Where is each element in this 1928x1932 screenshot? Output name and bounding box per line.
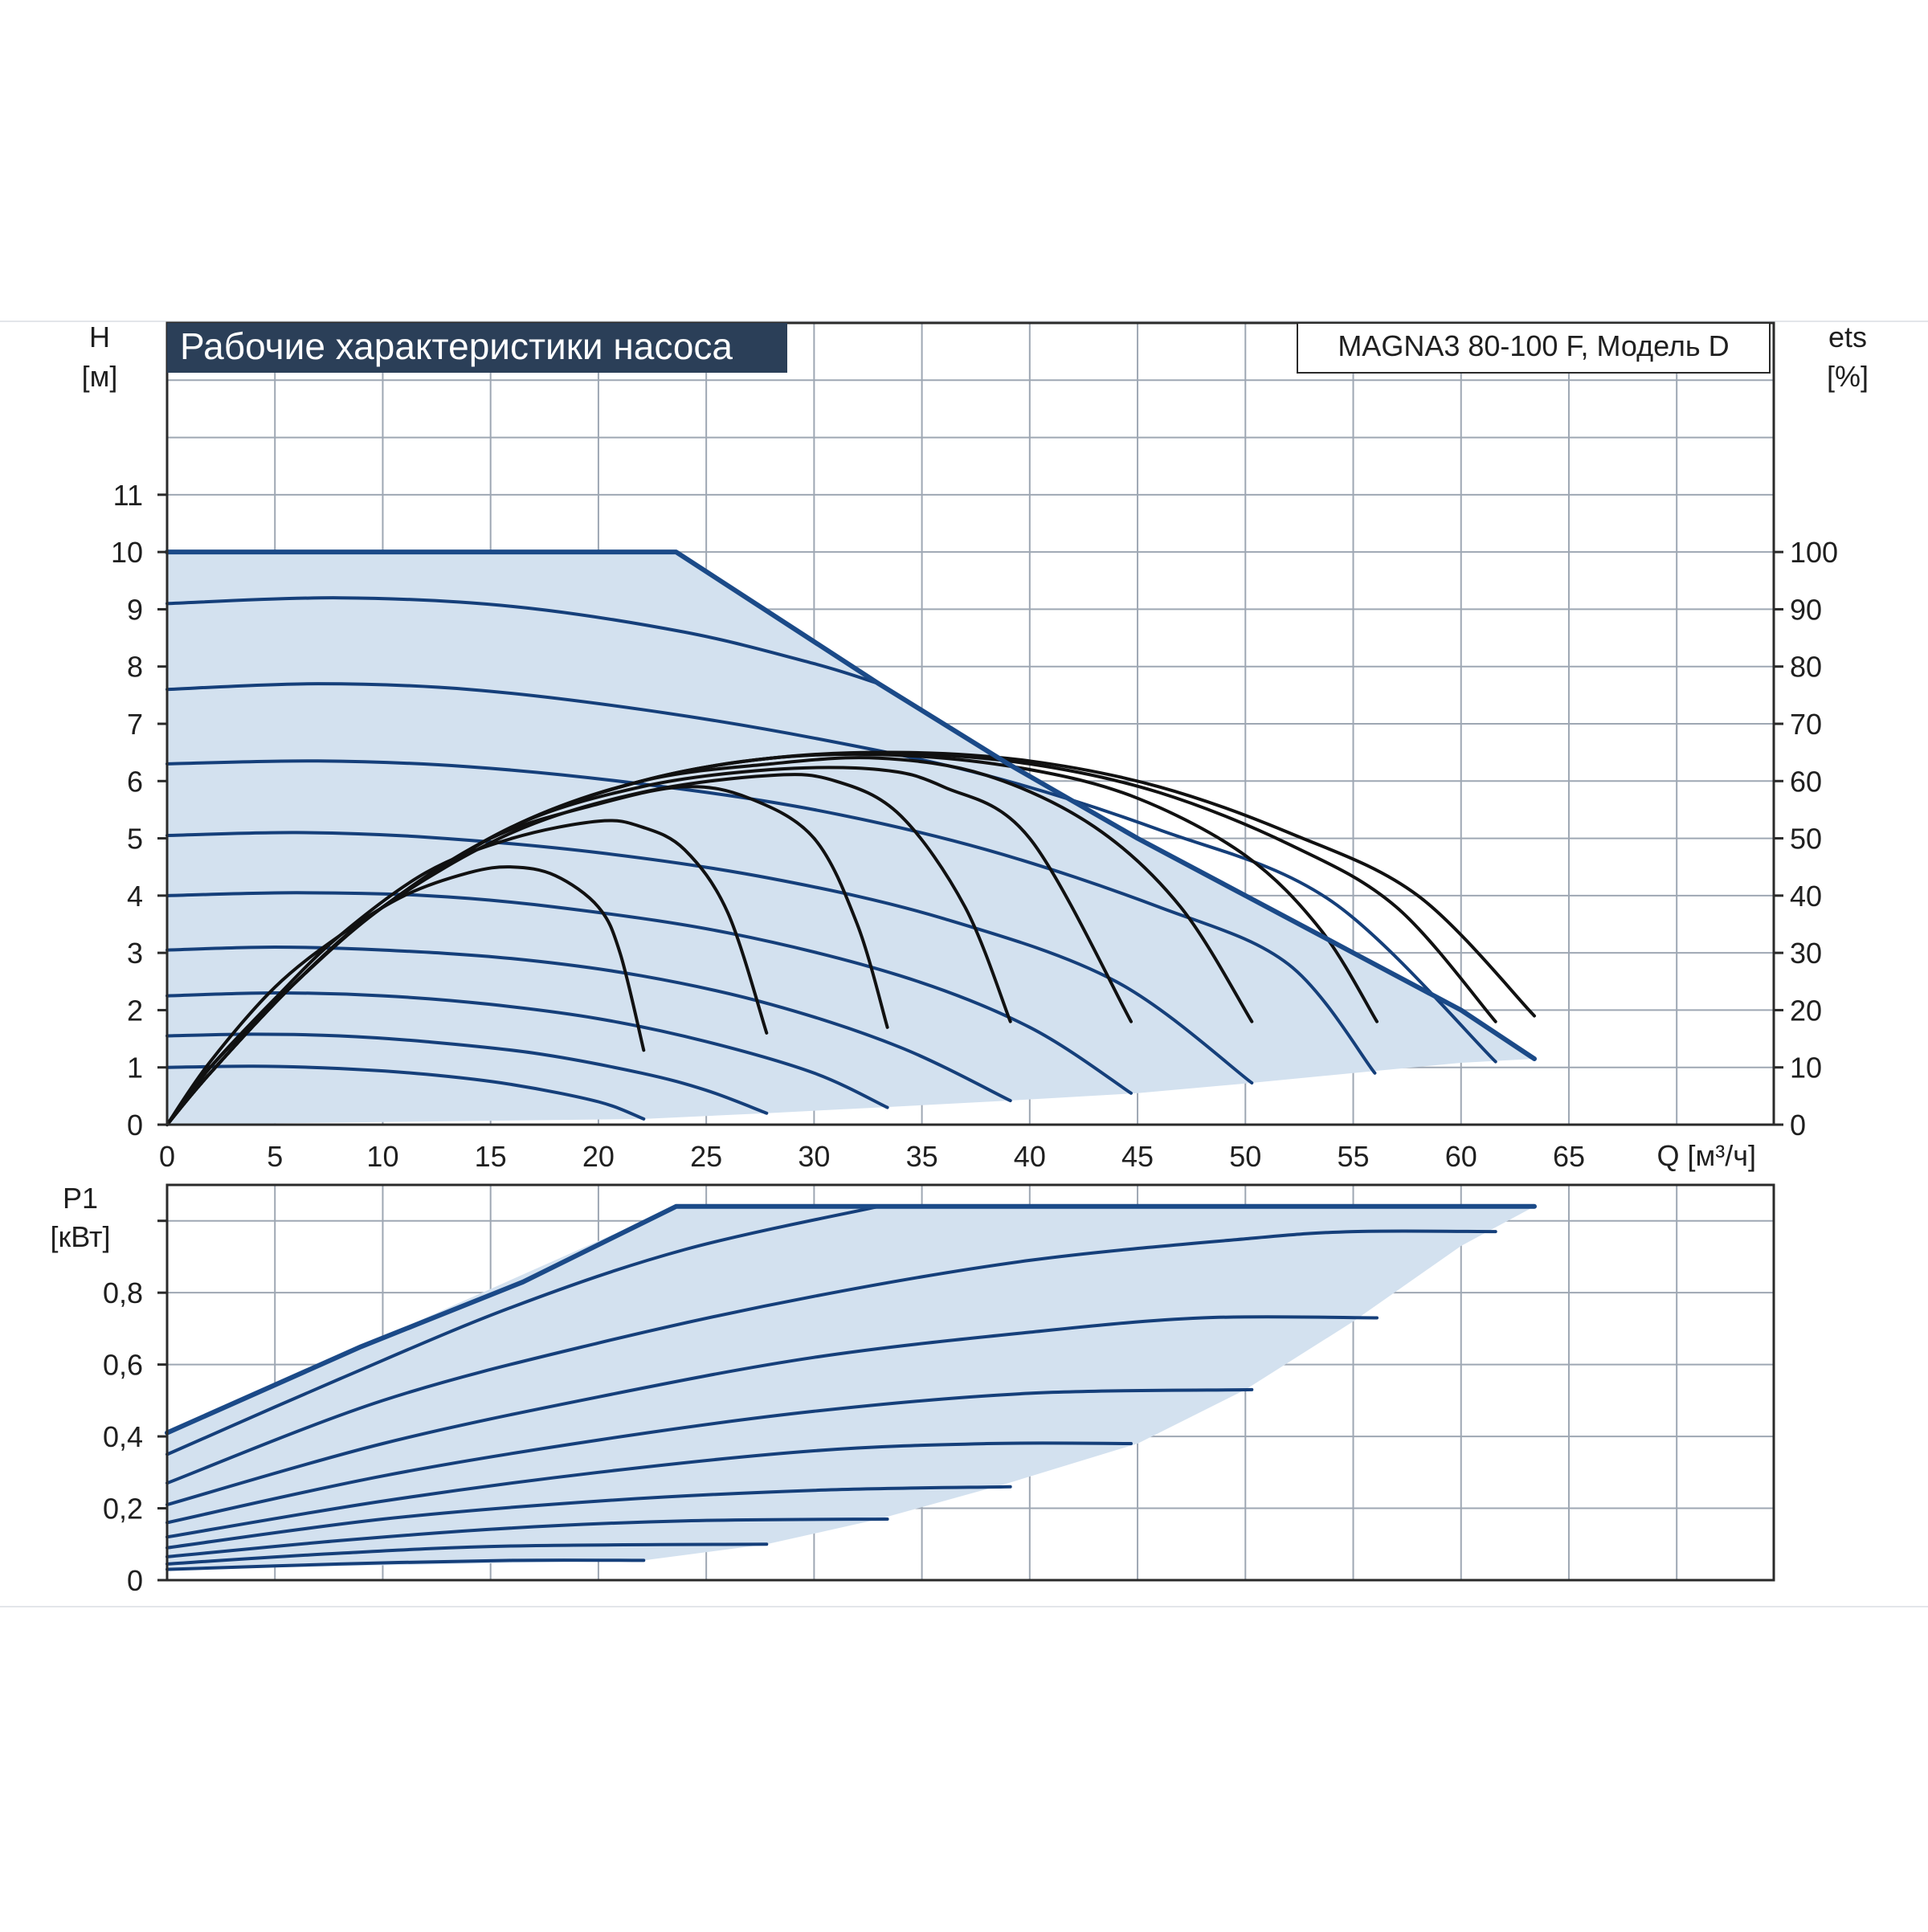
y2-tick-label: 30 (1790, 937, 1822, 970)
x-tick-label: 65 (1553, 1140, 1585, 1173)
power-curve (165, 1229, 1497, 1485)
power-operating-area (167, 1206, 1534, 1570)
power-curve (165, 1558, 646, 1571)
title-box (167, 323, 787, 373)
y-tick-label: 11 (113, 479, 143, 512)
x-tick-label: 0 (159, 1140, 175, 1173)
y2-tick-label: 60 (1790, 765, 1822, 798)
power-axis-unit: [кВт] (50, 1220, 110, 1253)
y2-axis-label: ets (1828, 321, 1867, 353)
model-box (1297, 322, 1771, 374)
power-max-line (165, 1203, 1537, 1436)
model-label: MAGNA3 80-100 F, Модель D (1338, 329, 1729, 362)
x-axis-label: Q [м³/ч] (1656, 1139, 1756, 1172)
power-curve (165, 1204, 880, 1456)
y-tick-label: 3 (127, 937, 143, 970)
head-x-ticks: 0 5 10 15 20 25 30 35 40 45 50 55 60 65 (159, 1140, 1585, 1173)
x-tick-label: 25 (690, 1140, 722, 1173)
y-axis-label: H (89, 321, 110, 353)
head-curve (165, 1064, 646, 1121)
head-curve (165, 831, 1254, 1084)
x-tick-label: 30 (798, 1140, 830, 1173)
power-curve (165, 1441, 1133, 1539)
head-curve (165, 759, 1377, 1075)
y2-tick-label: 90 (1790, 593, 1822, 626)
chart-title: Рабочие характеристики насоса (180, 325, 733, 367)
head-operating-area (167, 552, 1534, 1125)
power-max-curve (165, 1203, 1537, 1436)
y2-tick-label: 50 (1790, 823, 1822, 856)
x-tick-label: 15 (475, 1140, 507, 1173)
power-curve (165, 1542, 769, 1566)
x-tick-label: 5 (267, 1140, 283, 1173)
power-tick-label: 0,6 (103, 1349, 143, 1382)
x-tick-label: 45 (1121, 1140, 1154, 1173)
y-tick-label: 9 (127, 593, 143, 626)
y-axis-unit: [м] (82, 360, 118, 393)
power-plot-frame (165, 1183, 1775, 1582)
efficiency-curve (165, 750, 1536, 1126)
head-y-ticks: 0 1 2 3 4 5 6 7 8 9 10 11 (111, 479, 167, 1142)
head-curve (165, 596, 880, 686)
y2-tick-label: 80 (1790, 651, 1822, 684)
efficiency-y-ticks: 0 10 20 30 40 50 60 70 80 90 100 (1774, 536, 1838, 1142)
x-tick-label: 55 (1337, 1140, 1369, 1173)
head-max-line (165, 549, 1537, 1061)
y2-tick-label: 10 (1790, 1052, 1822, 1084)
efficiency-curves (165, 750, 1536, 1126)
y-tick-label: 2 (127, 994, 143, 1027)
x-tick-label: 35 (906, 1140, 938, 1173)
x-tick-label: 50 (1229, 1140, 1261, 1173)
x-tick-label: 40 (1014, 1140, 1046, 1173)
power-tick-label: 0,2 (103, 1493, 143, 1526)
power-curve (165, 1387, 1254, 1525)
power-axis-label: P1 (63, 1182, 98, 1215)
power-curve (165, 1517, 889, 1558)
y-tick-label: 7 (127, 708, 143, 741)
y-tick-label: 8 (127, 651, 143, 684)
head-curves (165, 596, 1497, 1121)
y2-tick-label: 40 (1790, 880, 1822, 913)
x-tick-label: 20 (582, 1140, 615, 1173)
power-y-ticks: 0 0,2 0,4 0,6 0,8 (103, 1219, 167, 1597)
power-curve (165, 1485, 1012, 1550)
y2-axis-unit: [%] (1827, 360, 1869, 393)
power-curves (165, 1204, 1497, 1571)
y2-tick-label: 100 (1790, 536, 1838, 569)
efficiency-curve (165, 865, 646, 1126)
power-tick-label: 0 (127, 1564, 143, 1597)
y-tick-label: 6 (127, 765, 143, 798)
y2-tick-label: 20 (1790, 994, 1822, 1027)
x-tick-label: 60 (1445, 1140, 1477, 1173)
y-tick-label: 5 (127, 823, 143, 856)
head-max-curve (165, 549, 1537, 1061)
head-curve (165, 682, 1497, 1064)
y2-tick-label: 70 (1790, 708, 1822, 741)
y-tick-label: 10 (111, 536, 143, 569)
power-tick-label: 0,4 (103, 1420, 143, 1453)
y-tick-label: 4 (127, 880, 143, 913)
y2-tick-label: 0 (1790, 1109, 1806, 1142)
power-tick-label: 0,8 (103, 1276, 143, 1309)
x-tick-label: 10 (366, 1140, 398, 1173)
head-curve (165, 1032, 769, 1115)
head-curve (165, 945, 1012, 1103)
y-tick-label: 0 (127, 1109, 143, 1142)
power-curve (165, 1315, 1379, 1507)
y-tick-label: 1 (127, 1052, 143, 1084)
